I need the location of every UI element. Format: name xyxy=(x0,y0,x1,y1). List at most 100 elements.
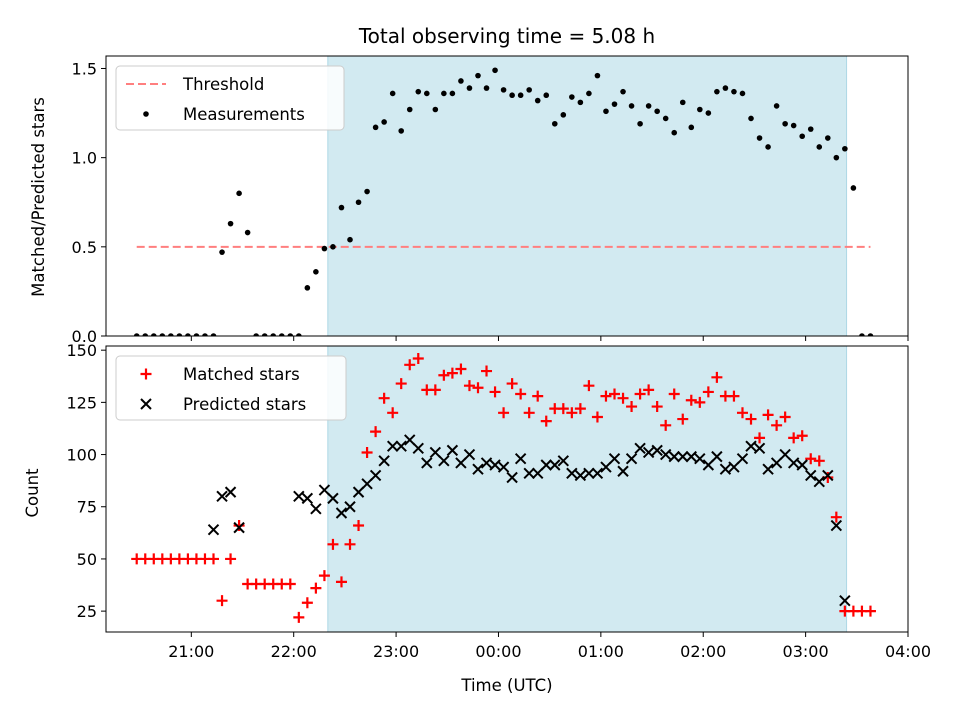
matched-star-point xyxy=(685,394,697,406)
measurement-point xyxy=(449,90,456,97)
predicted-star-point xyxy=(344,501,356,513)
measurement-point xyxy=(833,154,840,161)
matched-star-point xyxy=(498,407,510,419)
matched-star-point xyxy=(557,403,569,415)
predicted-star-point xyxy=(813,475,825,488)
predicted-star-point xyxy=(642,446,655,459)
predicted-star-point xyxy=(583,467,595,480)
legend-box xyxy=(115,355,347,421)
plot-area-0 xyxy=(133,56,874,336)
top-ylabel: Matched/Predicted stars xyxy=(29,97,48,297)
measurement-point xyxy=(517,92,524,99)
predicted-star-point xyxy=(429,446,442,459)
measurement-point xyxy=(773,103,780,109)
predicted-star-point xyxy=(497,461,510,473)
matched-star-point xyxy=(771,419,783,431)
matched-star-point xyxy=(506,378,518,390)
measurement-point xyxy=(424,90,430,97)
matched-star-point xyxy=(796,430,808,442)
measurement-point xyxy=(765,144,771,150)
measurement-point xyxy=(577,99,584,106)
matched-star-point xyxy=(344,538,356,550)
predicted-star-point xyxy=(830,519,843,532)
matched-star-point xyxy=(404,359,416,371)
measurement-point xyxy=(850,185,857,191)
matched-star-point xyxy=(830,511,842,523)
predicted-star-point xyxy=(421,457,433,469)
matched-star-point xyxy=(779,411,791,423)
measurement-point xyxy=(372,124,379,131)
measurement-point xyxy=(219,249,225,255)
measurement-point xyxy=(347,236,353,243)
measurement-point xyxy=(168,333,174,336)
legend-label: Measurements xyxy=(183,105,305,124)
predicted-star-point xyxy=(779,448,791,461)
matched-star-point xyxy=(736,407,748,419)
matched-star-point xyxy=(728,390,740,402)
matched-star-point xyxy=(353,520,365,532)
measurement-point xyxy=(620,88,626,95)
measurement-point xyxy=(611,101,618,107)
predicted-star-point xyxy=(532,467,544,480)
predicted-star-point xyxy=(566,467,578,480)
predicted-star-point xyxy=(617,465,629,477)
predicted-star-point xyxy=(463,448,476,461)
matched-star-point xyxy=(660,419,672,431)
matched-star-point xyxy=(566,407,578,419)
bottom-ylabel: Count xyxy=(23,468,42,518)
matched-star-point xyxy=(591,411,603,423)
y-tick-label: 1.0 xyxy=(72,149,97,168)
matched-star-point xyxy=(702,386,714,398)
measurement-point xyxy=(645,103,652,109)
predicted-star-point xyxy=(591,467,604,480)
predicted-star-point xyxy=(352,486,365,498)
measurement-point xyxy=(475,72,481,79)
measurement-point xyxy=(483,85,490,91)
measurement-point xyxy=(825,135,831,141)
matched-star-point xyxy=(626,401,638,413)
matched-star-point xyxy=(216,595,228,607)
measurement-point xyxy=(185,333,191,336)
matched-star-point xyxy=(694,396,706,408)
bottom-xlabel: Time (UTC) xyxy=(460,676,552,695)
measurement-point xyxy=(441,90,447,97)
matched-star-point xyxy=(805,453,817,465)
measurement-point xyxy=(679,99,686,106)
predicted-star-point xyxy=(668,450,680,463)
predicted-star-point xyxy=(412,442,424,454)
predicted-star-point xyxy=(404,434,416,446)
matched-star-point xyxy=(523,407,535,419)
predicted-star-point xyxy=(327,492,339,505)
x-tick-label: 21:00 xyxy=(168,642,214,661)
y-tick-label: 0.5 xyxy=(72,238,97,257)
predicted-star-point xyxy=(480,457,493,469)
predicted-star-point xyxy=(608,453,621,465)
x-tick-label: 02:00 xyxy=(680,642,726,661)
measurement-point xyxy=(133,333,140,336)
ratio-panel: Matched/Predicted stars 0.0 0.5 1.0 1.5 Thre… xyxy=(29,55,909,346)
measurement-point xyxy=(662,115,669,122)
measurement-point xyxy=(313,268,319,275)
predicted-star-point xyxy=(369,469,382,482)
measurement-point xyxy=(790,122,797,129)
measurement-point xyxy=(842,145,848,152)
measurement-point xyxy=(569,94,575,100)
matched-star-point xyxy=(446,367,458,379)
measurement-point xyxy=(492,67,498,74)
x-tick-label: 04:00 xyxy=(885,642,931,661)
y-tick-label: 75 xyxy=(77,498,97,517)
legend-label: Threshold xyxy=(182,75,264,94)
legend-predicted-marker xyxy=(140,398,152,410)
measurement-point xyxy=(654,108,660,115)
matched-star-point xyxy=(233,520,245,532)
measurement-point xyxy=(398,128,405,134)
legend-label: Matched stars xyxy=(183,365,300,384)
matched-star-point xyxy=(609,388,621,400)
measurement-point xyxy=(406,106,413,113)
measurement-point xyxy=(859,333,865,336)
matched-star-point xyxy=(677,413,689,425)
matched-star-point xyxy=(361,446,373,458)
measurement-point xyxy=(176,333,183,336)
matched-star-point xyxy=(387,407,399,419)
measurement-point xyxy=(432,106,439,113)
